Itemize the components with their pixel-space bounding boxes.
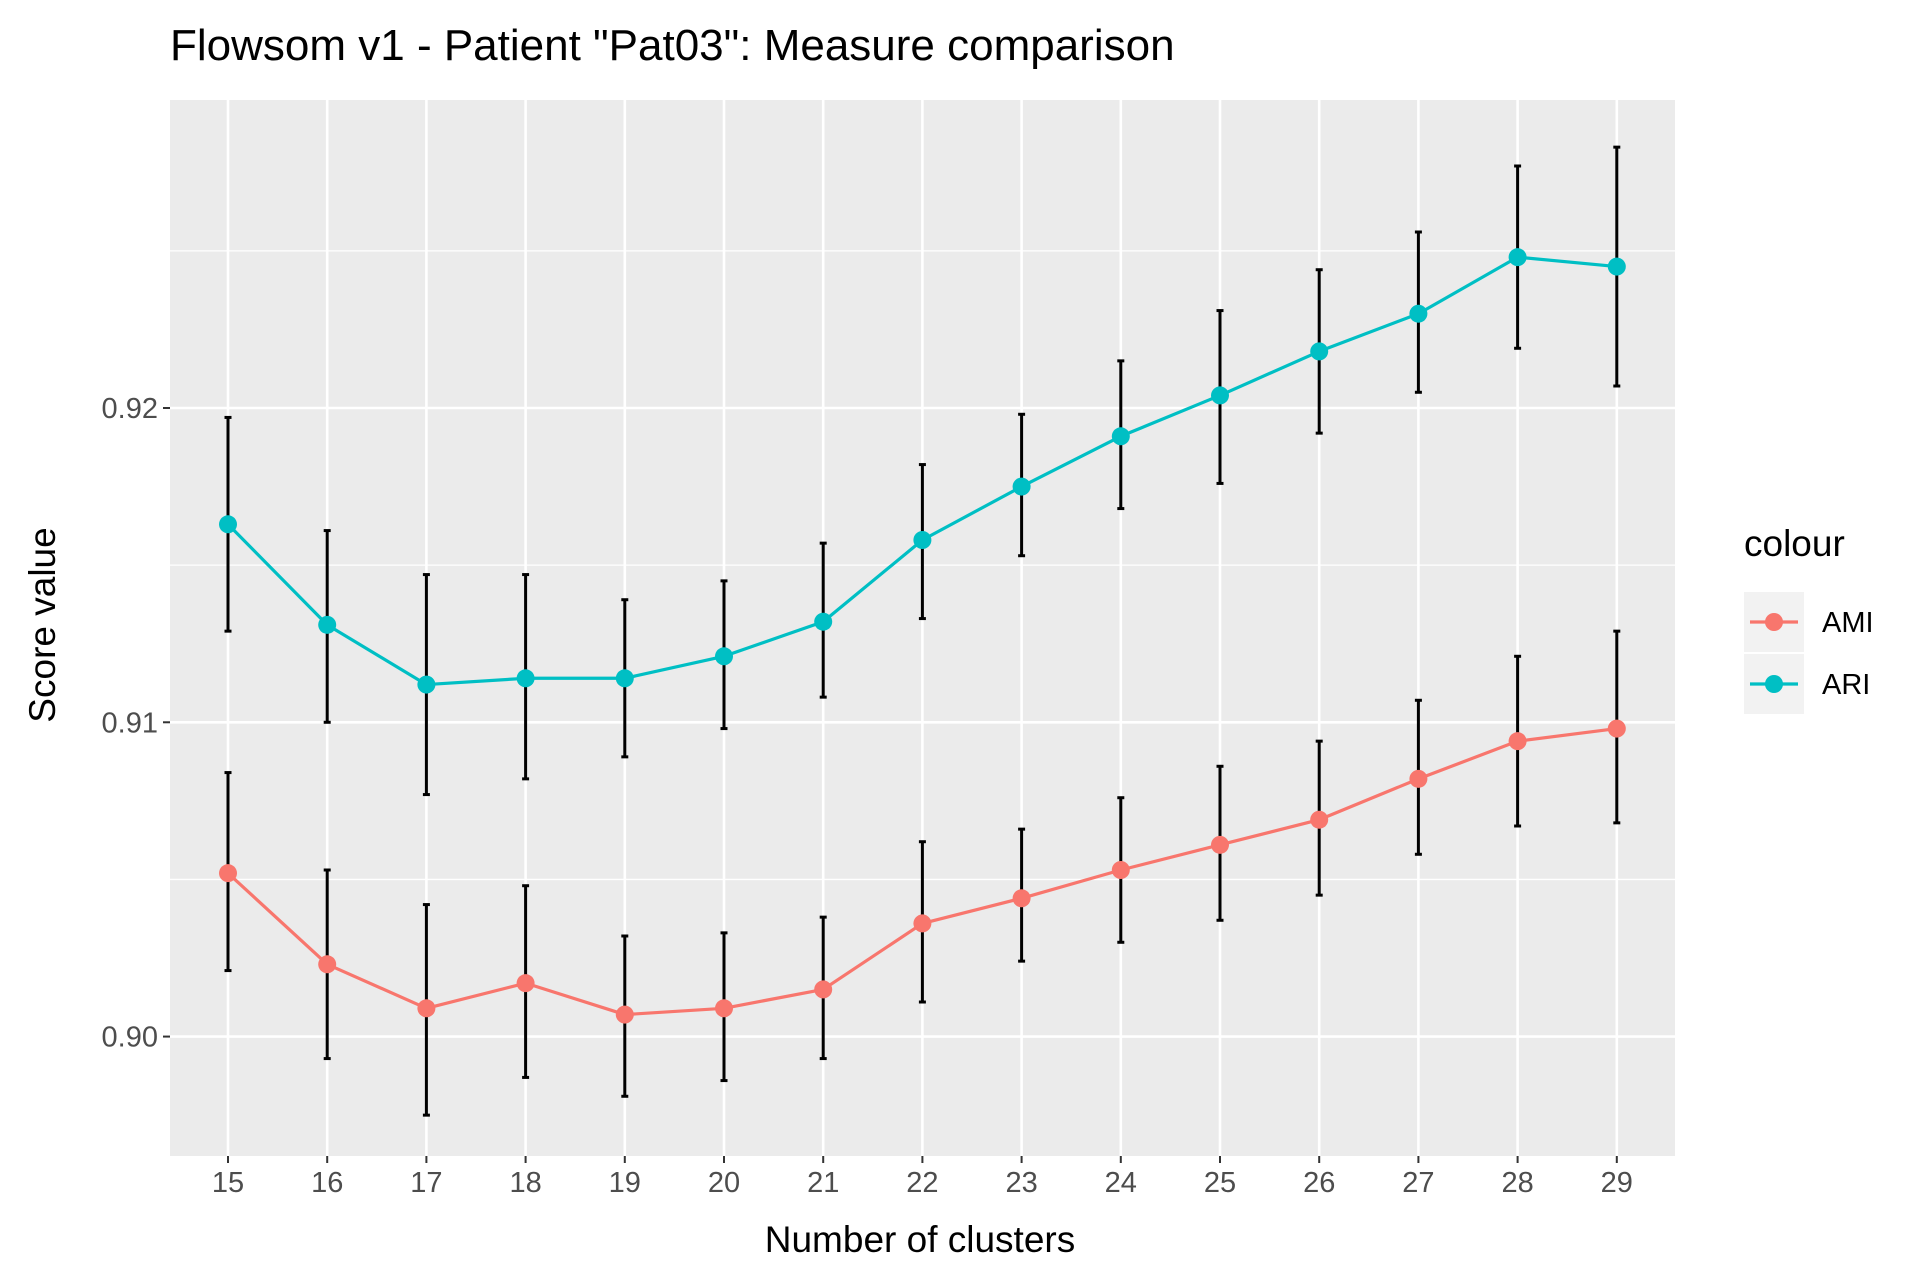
legend-point-ari — [1765, 675, 1783, 693]
data-point-ami — [219, 864, 237, 883]
x-tick-label: 21 — [807, 1167, 839, 1199]
legend-title: colour — [1744, 523, 1845, 564]
legend-label-ari: ARI — [1822, 669, 1870, 701]
x-tick-label: 25 — [1204, 1167, 1236, 1199]
x-tick-label: 20 — [708, 1167, 740, 1199]
data-point-ari — [615, 669, 634, 688]
data-point-ami — [1111, 861, 1130, 879]
data-point-ari — [1310, 342, 1329, 361]
data-point-ari — [814, 612, 833, 631]
data-point-ari — [1211, 386, 1229, 405]
data-point-ami — [1607, 719, 1626, 738]
y-axis-title: Score value — [22, 527, 63, 722]
data-point-ami — [318, 955, 337, 974]
x-tick-label: 15 — [212, 1167, 244, 1199]
series-layer — [219, 145, 1626, 1117]
data-point-ari — [715, 647, 733, 666]
legend-point-ami — [1765, 613, 1783, 631]
x-tick-label: 16 — [311, 1167, 343, 1199]
data-point-ari — [1111, 427, 1130, 446]
legend-label-ami: AMI — [1822, 607, 1874, 639]
series-ari — [219, 145, 1626, 797]
y-tick-label: 0.92 — [102, 393, 158, 425]
data-point-ari — [1409, 304, 1428, 323]
data-point-ari — [1012, 477, 1031, 496]
data-point-ari — [913, 531, 932, 549]
data-point-ami — [715, 999, 733, 1018]
legend: colour AMI ARI — [1744, 523, 1874, 714]
x-tick-label: 19 — [609, 1167, 641, 1199]
data-point-ami — [615, 1005, 634, 1024]
data-point-ari — [417, 675, 436, 694]
data-point-ami — [1211, 835, 1229, 854]
y-tick-label: 0.91 — [102, 707, 158, 739]
data-point-ami — [417, 999, 436, 1018]
data-point-ami — [1310, 810, 1329, 829]
data-point-ari — [1607, 257, 1626, 276]
y-tick-label: 0.90 — [102, 1022, 158, 1054]
axes: 0.90 0.91 0.92 15 16 17 18 19 20 21 22 23 24 25 26 27 28… — [102, 393, 1633, 1199]
x-tick-label: 29 — [1601, 1167, 1633, 1199]
x-tick-label: 26 — [1303, 1167, 1335, 1199]
data-point-ari — [1508, 248, 1527, 267]
x-tick-label: 27 — [1402, 1167, 1434, 1199]
x-tick-label: 17 — [410, 1167, 442, 1199]
data-point-ami — [913, 914, 932, 933]
x-tick-label: 18 — [509, 1167, 541, 1199]
x-tick-label: 24 — [1105, 1167, 1137, 1199]
x-tick-label: 23 — [1005, 1167, 1037, 1199]
series-ami — [219, 629, 1626, 1117]
data-point-ami — [1012, 889, 1031, 908]
data-point-ari — [516, 669, 535, 688]
x-axis-title: Number of clusters — [765, 1219, 1076, 1260]
data-point-ari — [219, 515, 237, 534]
x-tick-label: 28 — [1501, 1167, 1533, 1199]
data-point-ami — [1409, 769, 1428, 788]
x-tick-label: 22 — [906, 1167, 938, 1199]
data-point-ami — [1508, 732, 1527, 751]
data-point-ami — [516, 974, 535, 993]
data-point-ami — [814, 980, 833, 999]
data-point-ari — [318, 615, 337, 634]
chart-title: Flowsom v1 - Patient "Pat03": Measure co… — [170, 21, 1175, 70]
